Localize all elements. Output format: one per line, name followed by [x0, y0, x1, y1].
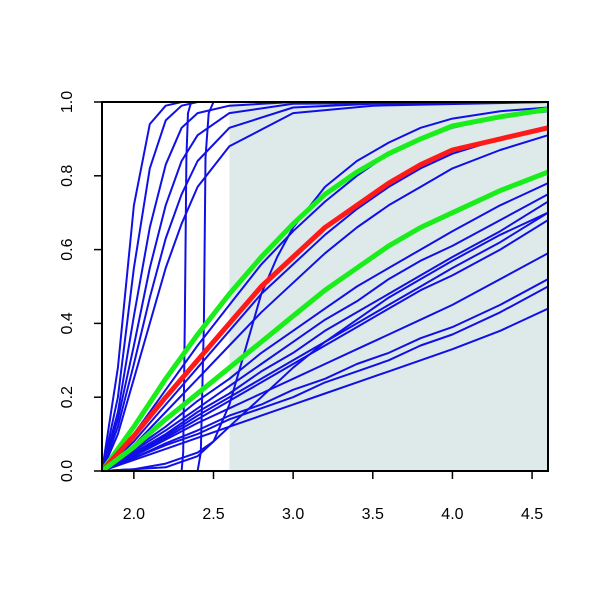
series-layer — [102, 102, 548, 471]
series-line-21 — [102, 307, 548, 471]
series-line-4 — [102, 102, 548, 471]
series-line-14 — [102, 193, 548, 471]
series-line-7 — [180, 102, 548, 471]
series-line-19 — [102, 278, 548, 471]
x-tick-label: 3.0 — [282, 506, 304, 523]
x-axis-ticks: 2.0 2.5 3.0 3.5 4.0 4.5 — [123, 471, 543, 523]
series-line-20 — [102, 285, 548, 471]
series-line-18 — [102, 252, 548, 471]
series-line-25 — [102, 169, 548, 471]
series-line-13 — [102, 182, 548, 471]
series-line-22 — [102, 211, 548, 471]
x-tick-label: 3.5 — [362, 506, 384, 523]
series-line-16 — [102, 211, 548, 471]
y-tick-label: 0.8 — [59, 165, 76, 187]
series-line-3 — [102, 102, 548, 471]
y-tick-label: 0.6 — [59, 238, 76, 260]
series-line-6 — [102, 102, 548, 471]
series-line-24 — [102, 125, 548, 471]
series-line-12 — [102, 134, 548, 471]
y-tick-label: 0.4 — [59, 312, 76, 334]
series-line-1 — [102, 102, 548, 471]
x-tick-label: 4.0 — [441, 506, 463, 523]
series-line-5 — [102, 102, 548, 471]
y-tick-label: 1.0 — [59, 91, 76, 113]
x-tick-label: 4.5 — [521, 506, 543, 523]
series-line-11 — [102, 126, 548, 471]
y-tick-label: 0.0 — [59, 460, 76, 482]
series-line-9 — [102, 106, 548, 471]
series-line-23 — [102, 106, 548, 471]
series-line-15 — [102, 200, 548, 471]
y-axis-ticks: 0.0 0.2 0.4 0.6 0.8 1.0 — [59, 91, 102, 482]
x-tick-label: 2.0 — [123, 506, 145, 523]
x-tick-label: 2.5 — [202, 506, 224, 523]
shaded-region — [229, 102, 548, 471]
y-tick-label: 0.2 — [59, 386, 76, 408]
